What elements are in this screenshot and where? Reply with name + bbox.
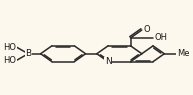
Text: OH: OH bbox=[154, 33, 167, 42]
Text: N: N bbox=[105, 57, 111, 66]
Text: HO: HO bbox=[3, 56, 16, 65]
Text: Me: Me bbox=[177, 49, 189, 58]
Text: O: O bbox=[143, 25, 150, 34]
Text: B: B bbox=[25, 49, 31, 58]
Text: HO: HO bbox=[3, 43, 16, 52]
